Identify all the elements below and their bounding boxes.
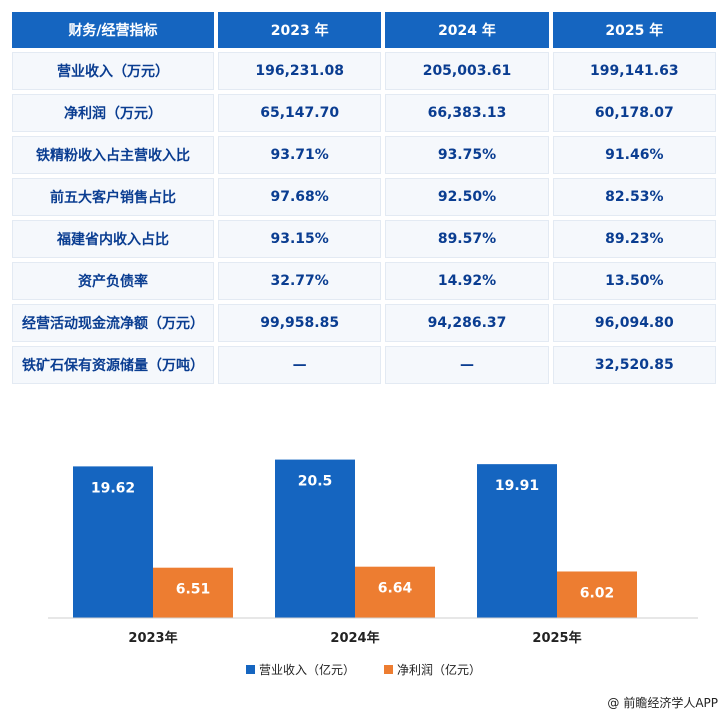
profit-bar [153, 567, 233, 618]
revenue-bar [73, 466, 153, 618]
cell-value: 93.71% [218, 136, 382, 174]
table-row: 福建省内收入占比 93.15% 89.57% 89.23% [12, 220, 716, 258]
footer-credit: @ 前瞻经济学人APP [607, 694, 718, 711]
table-row: 经营活动现金流净额（万元） 99,958.85 94,286.37 96,094… [12, 304, 716, 342]
cell-value: 32.77% [218, 262, 382, 300]
row-label: 营业收入（万元） [12, 52, 214, 90]
cell-value: 99,958.85 [218, 304, 382, 342]
bar-value-label: 6.02 [580, 585, 615, 601]
cell-value: 196,231.08 [218, 52, 382, 90]
cell-value: 92.50% [385, 178, 549, 216]
revenue-bar [477, 464, 557, 618]
table-header-row: 财务/经营指标 2023 年 2024 年 2025 年 [12, 12, 716, 48]
table-row: 净利润（万元） 65,147.70 66,383.13 60,178.07 [12, 94, 716, 132]
profit-bar [355, 566, 435, 618]
table-row: 资产负债率 32.77% 14.92% 13.50% [12, 262, 716, 300]
table-row: 铁矿石保有资源储量（万吨） — — 32,520.85 [12, 346, 716, 384]
header-2023: 2023 年 [218, 12, 382, 48]
cell-value: 14.92% [385, 262, 549, 300]
at-icon: @ [607, 696, 620, 710]
footer-text: 前瞻经济学人APP [623, 696, 718, 710]
cell-value: 65,147.70 [218, 94, 382, 132]
cell-value: 32,520.85 [552, 346, 716, 384]
cell-value: 89.57% [385, 220, 549, 258]
bar-value-label: 20.5 [298, 474, 333, 490]
row-label: 铁矿石保有资源储量（万吨） [12, 346, 214, 384]
cell-value: 205,003.61 [385, 52, 549, 90]
cell-value: 96,094.80 [552, 304, 716, 342]
table-row: 营业收入（万元） 196,231.08 205,003.61 199,141.6… [12, 52, 716, 90]
header-indicator: 财务/经营指标 [12, 12, 214, 48]
category-label: 2024年 [330, 630, 379, 646]
table-row: 铁精粉收入占主营收入比 93.71% 93.75% 91.46% [12, 136, 716, 174]
row-label: 前五大客户销售占比 [12, 178, 214, 216]
profit-bar [557, 571, 637, 618]
legend-label: 营业收入（亿元） [259, 662, 355, 677]
cell-value: 89.23% [552, 220, 716, 258]
category-label: 2025年 [532, 630, 581, 646]
cell-value: 91.46% [552, 136, 716, 174]
legend-label: 净利润（亿元） [397, 662, 481, 677]
bar-value-label: 6.64 [378, 581, 413, 597]
cell-value: — [218, 346, 382, 384]
cell-value: 94,286.37 [385, 304, 549, 342]
cell-value: 60,178.07 [552, 94, 716, 132]
bar-chart: 19.62 6.51 2023年 20.5 6.64 2024年 19.91 6.02 2025… [48, 459, 698, 677]
header-2025: 2025 年 [552, 12, 716, 48]
financial-table: 财务/经营指标 2023 年 2024 年 2025 年 营业收入（万元） 19… [8, 8, 720, 388]
legend-swatch [246, 665, 255, 674]
bar-value-label: 19.91 [495, 478, 539, 494]
row-label: 铁精粉收入占主营收入比 [12, 136, 214, 174]
cell-value: 66,383.13 [385, 94, 549, 132]
row-label: 福建省内收入占比 [12, 220, 214, 258]
revenue-bar [275, 459, 355, 618]
header-2024: 2024 年 [385, 12, 549, 48]
cell-value: 82.53% [552, 178, 716, 216]
row-label: 资产负债率 [12, 262, 214, 300]
row-label: 净利润（万元） [12, 94, 214, 132]
cell-value: 13.50% [552, 262, 716, 300]
cell-value: 97.68% [218, 178, 382, 216]
row-label: 经营活动现金流净额（万元） [12, 304, 214, 342]
legend-swatch [384, 665, 393, 674]
table-row: 前五大客户销售占比 97.68% 92.50% 82.53% [12, 178, 716, 216]
bar-value-label: 19.62 [91, 480, 135, 496]
category-label: 2023年 [128, 630, 177, 646]
cell-value: — [385, 346, 549, 384]
cell-value: 93.75% [385, 136, 549, 174]
bar-value-label: 6.51 [176, 582, 211, 598]
cell-value: 199,141.63 [552, 52, 716, 90]
cell-value: 93.15% [218, 220, 382, 258]
figure: 财务/经营指标 2023 年 2024 年 2025 年 营业收入（万元） 19… [8, 8, 720, 688]
